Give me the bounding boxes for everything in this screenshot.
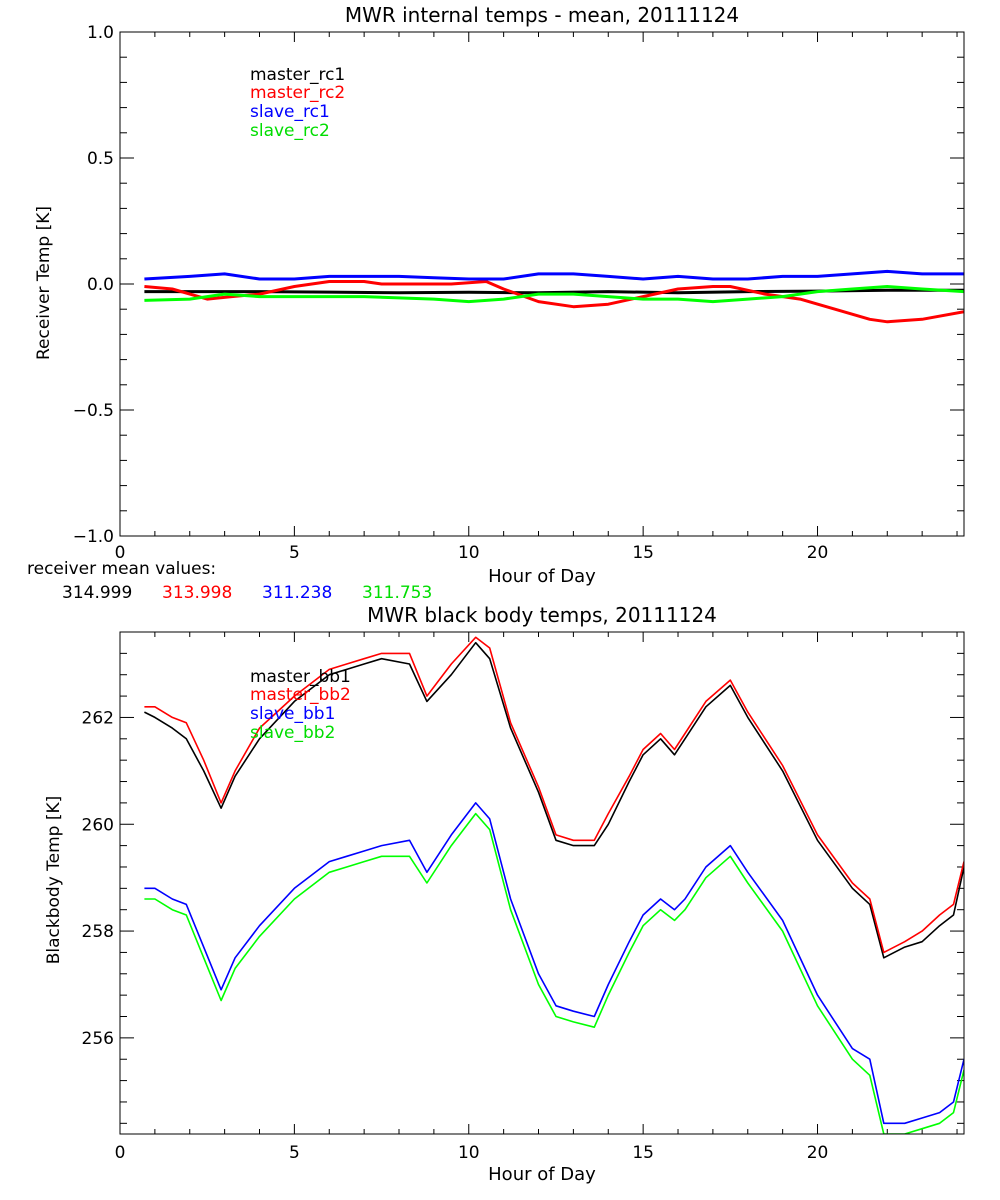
legend-entry: slave_rc1 — [250, 102, 330, 122]
receiver-mean-label: receiver mean values: — [27, 559, 216, 579]
series-line-master_bb1 — [144, 641, 964, 959]
y-tick-label: 1.0 — [87, 23, 114, 43]
legend-entry: slave_rc2 — [250, 121, 330, 141]
legend-entry: master_rc1 — [250, 65, 345, 85]
y-tick-label: −1.0 — [73, 527, 114, 547]
legend-entry: master_rc2 — [250, 83, 345, 103]
receiver-mean-value: 311.238 — [262, 583, 332, 603]
x-tick-label: 10 — [458, 543, 480, 563]
legend: master_rc1 master_rc2 slave_rc1 slave_rc… — [250, 65, 345, 141]
x-tick-label: 0 — [115, 543, 126, 563]
legend-entry: master_bb1 — [250, 667, 351, 687]
series-line-master_bb2 — [144, 636, 964, 954]
series-line-slave_rc2 — [144, 285, 964, 304]
series-lines — [144, 269, 964, 324]
y-tick-label: 0.0 — [87, 275, 114, 295]
chart-title: MWR black body temps, 20111124 — [367, 603, 717, 627]
axis-ticks: 0 5 10 15 20 256 258 260 262 — [82, 631, 964, 1163]
x-tick-label: 5 — [289, 543, 300, 563]
legend-entry: slave_bb2 — [250, 723, 335, 743]
x-tick-label: 10 — [458, 1143, 480, 1163]
y-tick-label: 256 — [82, 1029, 114, 1049]
y-tick-label: 260 — [82, 815, 114, 835]
chart-title: MWR internal temps - mean, 20111124 — [345, 3, 739, 27]
y-axis-label: Receiver Temp [K] — [34, 206, 54, 360]
x-tick-label: 20 — [807, 543, 829, 563]
series-lines — [144, 636, 964, 1134]
x-tick-label: 20 — [807, 1143, 829, 1163]
internal-temps-chart: MWR internal temps - mean, 20111124 Rece… — [34, 3, 965, 587]
series-line-slave_bb1 — [144, 802, 964, 1125]
receiver-mean-value: 314.999 — [62, 583, 132, 603]
y-tick-label: −0.5 — [73, 401, 114, 421]
blackbody-temps-chart: MWR black body temps, 20111124 Blackbody… — [44, 603, 965, 1185]
series-line-slave_bb2 — [144, 812, 964, 1134]
plot-frame — [119, 631, 965, 1135]
x-axis-label: Hour of Day — [488, 566, 596, 587]
x-tick-label: 5 — [289, 1143, 300, 1163]
legend: master_bb1 master_bb2 slave_bb1 slave_bb… — [250, 667, 351, 743]
x-tick-label: 0 — [115, 1143, 126, 1163]
y-tick-label: 0.5 — [87, 149, 114, 169]
receiver-mean-value: 311.753 — [362, 583, 432, 603]
receiver-mean-values: receiver mean values: 314.999 313.998 31… — [27, 559, 432, 603]
x-axis-label: Hour of Day — [488, 1164, 596, 1185]
y-axis-label: Blackbody Temp [K] — [44, 796, 64, 965]
receiver-mean-value: 313.998 — [162, 583, 232, 603]
x-tick-label: 15 — [632, 543, 654, 563]
y-tick-label: 258 — [82, 922, 114, 942]
plot-frame — [119, 31, 965, 537]
y-tick-label: 262 — [82, 708, 114, 728]
axis-ticks: 0 5 10 15 20 −1.0 −0.5 0.0 0.5 1.0 — [73, 23, 964, 563]
series-line-master_rc2 — [144, 280, 964, 324]
x-tick-label: 15 — [632, 1143, 654, 1163]
series-line-slave_rc1 — [144, 269, 964, 281]
legend-entry: slave_bb1 — [250, 704, 335, 724]
legend-entry: master_bb2 — [250, 685, 351, 705]
